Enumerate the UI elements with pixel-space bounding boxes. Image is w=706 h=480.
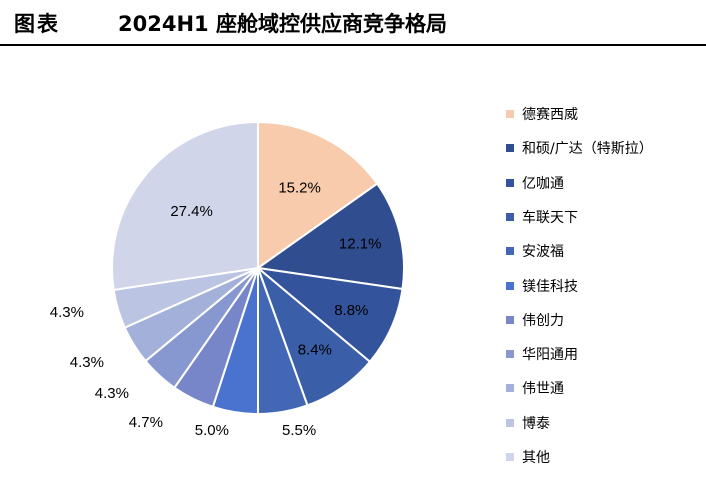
slice-data-label: 4.3% bbox=[50, 304, 84, 321]
slice-data-label: 5.5% bbox=[282, 422, 316, 439]
legend-swatch bbox=[506, 281, 514, 290]
pie-slice bbox=[255, 182, 405, 291]
legend-label: 安波福 bbox=[522, 244, 564, 261]
legend-label: 车联天下 bbox=[522, 209, 578, 226]
legend-item: 德赛西威 bbox=[506, 104, 578, 124]
legend-swatch bbox=[506, 384, 514, 393]
legend-item: 安波福 bbox=[506, 241, 564, 261]
legend-swatch bbox=[506, 110, 514, 118]
slice-data-label: 5.0% bbox=[195, 422, 229, 439]
legend-label: 伟世通 bbox=[522, 381, 564, 398]
legend-swatch bbox=[506, 453, 514, 461]
legend-item: 华阳通用 bbox=[506, 344, 578, 364]
legend-swatch bbox=[506, 315, 514, 324]
pie-slice bbox=[254, 266, 404, 364]
legend-item: 亿咖通 bbox=[506, 173, 564, 193]
figure-label: 图表 bbox=[14, 11, 60, 36]
legend-label: 和硕/广达（特斯拉） bbox=[522, 141, 653, 158]
legend-label: 其他 bbox=[522, 450, 550, 466]
figure-header: 图表 2024H1 座舱域控供应商竞争格局 bbox=[0, 0, 706, 46]
legend-label: 华阳通用 bbox=[522, 347, 578, 364]
pie-slice bbox=[257, 120, 379, 270]
slice-data-label: 8.8% bbox=[334, 302, 368, 319]
pie-slice bbox=[111, 120, 259, 292]
slice-data-label: 4.3% bbox=[95, 385, 129, 402]
legend-swatch bbox=[506, 247, 514, 256]
legend-swatch bbox=[506, 418, 514, 427]
chart-title: 2024H1 座舱域控供应商竞争格局 bbox=[118, 12, 447, 36]
legend-item: 博泰 bbox=[506, 413, 550, 433]
legend-item: 镁佳科技 bbox=[506, 276, 578, 296]
slice-data-label: 4.3% bbox=[70, 354, 104, 371]
legend-swatch bbox=[506, 144, 514, 153]
legend-label: 德赛西威 bbox=[522, 107, 578, 123]
legend-swatch bbox=[506, 212, 514, 221]
legend-item: 和硕/广达（特斯拉） bbox=[506, 138, 653, 158]
legend-label: 镁佳科技 bbox=[522, 278, 578, 295]
title-rule bbox=[0, 44, 706, 46]
slice-data-label: 4.7% bbox=[129, 414, 163, 431]
legend-item: 伟创力 bbox=[506, 310, 564, 330]
legend-item: 车联天下 bbox=[506, 207, 578, 227]
slice-data-label: 12.1% bbox=[339, 236, 382, 253]
slice-data-label: 8.4% bbox=[298, 341, 332, 358]
legend-item: 其他 bbox=[506, 447, 550, 467]
slice-data-label: 15.2% bbox=[278, 180, 321, 197]
legend-label: 伟创力 bbox=[522, 312, 564, 329]
legend-swatch bbox=[506, 350, 514, 359]
legend-item: 伟世通 bbox=[506, 378, 564, 398]
legend-label: 亿咖通 bbox=[522, 175, 564, 192]
legend-swatch bbox=[506, 178, 514, 187]
slice-data-label: 27.4% bbox=[170, 203, 213, 220]
legend-label: 博泰 bbox=[522, 415, 550, 432]
pie-chart: 15.2%12.1%8.8%8.4%5.5%5.0%4.7%4.3%4.3%4.… bbox=[50, 120, 405, 439]
